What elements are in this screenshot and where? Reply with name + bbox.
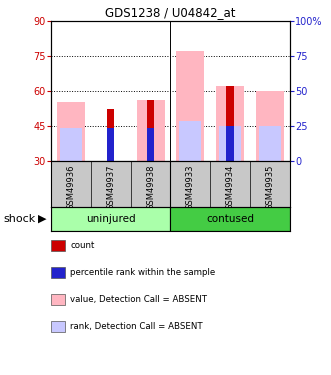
Text: GSM49937: GSM49937: [106, 164, 116, 210]
Bar: [60, 128, 82, 160]
Text: GSM49934: GSM49934: [225, 164, 235, 210]
Bar: [256, 91, 284, 160]
Text: GSM49935: GSM49935: [265, 164, 274, 210]
Text: shock: shock: [3, 214, 35, 224]
Bar: [226, 126, 234, 160]
Bar: [57, 102, 85, 160]
Bar: [179, 121, 201, 160]
Bar: [147, 128, 154, 160]
Text: uninjured: uninjured: [86, 214, 136, 224]
Text: GSM49936: GSM49936: [67, 164, 76, 210]
Bar: [51, 207, 170, 231]
Text: count: count: [70, 241, 95, 250]
Bar: [147, 100, 154, 160]
Bar: [170, 207, 290, 231]
Bar: [107, 128, 115, 160]
Bar: [107, 109, 115, 160]
Text: GSM49938: GSM49938: [146, 164, 155, 210]
Title: GDS1238 / U04842_at: GDS1238 / U04842_at: [105, 6, 236, 20]
Text: ▶: ▶: [38, 214, 47, 224]
Bar: [216, 86, 244, 160]
Text: value, Detection Call = ABSENT: value, Detection Call = ABSENT: [70, 295, 207, 304]
Text: GSM49933: GSM49933: [186, 164, 195, 210]
Bar: [176, 51, 204, 160]
Text: contused: contused: [206, 214, 254, 224]
Text: percentile rank within the sample: percentile rank within the sample: [70, 268, 215, 277]
Text: rank, Detection Call = ABSENT: rank, Detection Call = ABSENT: [70, 322, 203, 331]
Bar: [259, 126, 281, 160]
Bar: [137, 100, 165, 160]
Bar: [226, 86, 234, 160]
Bar: [219, 126, 241, 160]
